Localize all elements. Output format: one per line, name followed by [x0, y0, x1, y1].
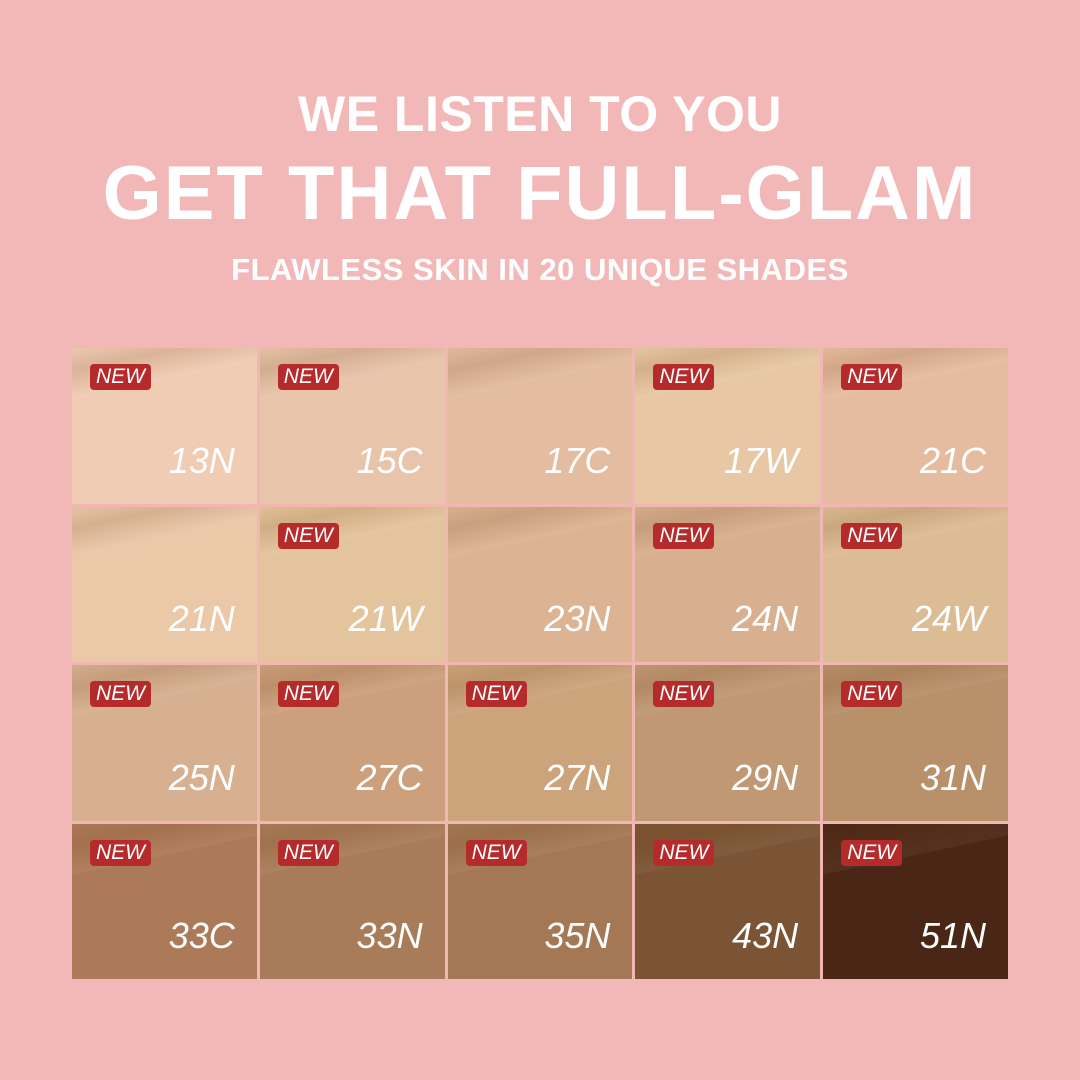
shade-grid: NEW 13N NEW 15C 17C NEW 17W NEW 21C 21N NEW 21W 23N N…: [72, 348, 1008, 979]
new-badge: NEW: [653, 364, 715, 390]
new-badge: NEW: [653, 522, 715, 549]
new-badge: NEW: [90, 364, 151, 390]
shade-swatch-23n: 23N: [447, 506, 633, 662]
shade-swatch-21c: NEW 21C: [823, 348, 1008, 504]
shade-swatch-24n: NEW 24N: [635, 506, 821, 662]
shade-swatch-27n: NEW 27N: [447, 665, 633, 821]
shade-code: 15C: [356, 439, 423, 481]
new-badge: NEW: [465, 839, 527, 866]
shade-code: 27N: [544, 756, 611, 798]
new-badge: NEW: [841, 522, 903, 549]
shade-code: 43N: [732, 915, 799, 956]
shade-code: 51N: [919, 915, 986, 956]
shade-code: 29N: [732, 756, 799, 798]
new-badge: NEW: [277, 522, 339, 549]
headline-line-2: GET THAT FULL-GLAM: [102, 151, 978, 236]
shade-code: 24W: [911, 598, 986, 639]
headline-line-3: FLAWLESS SKIN IN 20 UNIQUE SHADES: [231, 252, 849, 287]
shade-swatch-25n: NEW 25N: [72, 665, 257, 821]
shade-swatch-15c: NEW 15C: [259, 348, 445, 504]
shade-code: 17W: [724, 439, 799, 481]
shade-code: 13N: [168, 439, 235, 481]
shade-swatch-21n: 21N: [72, 506, 257, 662]
shade-code: 33N: [356, 915, 423, 956]
new-badge: NEW: [841, 364, 903, 390]
new-badge: NEW: [90, 681, 151, 707]
shade-code: 24N: [732, 598, 799, 639]
new-badge: NEW: [841, 839, 903, 866]
shade-swatch-31n: NEW 31N: [823, 665, 1008, 821]
shade-code: 21C: [919, 439, 986, 481]
new-badge: NEW: [841, 681, 903, 707]
shade-swatch-43n: NEW 43N: [635, 823, 821, 979]
new-badge: NEW: [465, 681, 527, 707]
shade-code: 31N: [919, 756, 986, 798]
shade-code: 35N: [544, 915, 611, 956]
shade-code: 23N: [544, 598, 611, 639]
shade-swatch-33c: NEW 33C: [72, 823, 257, 979]
new-badge: NEW: [277, 364, 339, 390]
new-badge: NEW: [277, 839, 339, 866]
new-badge: NEW: [653, 681, 715, 707]
shade-swatch-24w: NEW 24W: [823, 506, 1008, 662]
shade-swatch-35n: NEW 35N: [447, 823, 633, 979]
shade-swatch-13n: NEW 13N: [72, 348, 257, 504]
shade-swatch-33n: NEW 33N: [259, 823, 445, 979]
shade-code: 33C: [168, 915, 235, 956]
shade-swatch-29n: NEW 29N: [635, 665, 821, 821]
new-badge: NEW: [653, 839, 715, 866]
shade-swatch-51n: NEW 51N: [823, 823, 1008, 979]
new-badge: NEW: [90, 839, 151, 866]
shade-code: 17C: [544, 439, 611, 481]
shade-code: 27C: [356, 756, 423, 798]
headline-line-1: WE LISTEN TO YOU: [298, 86, 782, 142]
shade-swatch-21w: NEW 21W: [259, 506, 445, 662]
shade-swatch-17c: 17C: [447, 348, 633, 504]
new-badge: NEW: [277, 681, 339, 707]
shade-swatch-17w: NEW 17W: [635, 348, 821, 504]
shade-swatch-27c: NEW 27C: [259, 665, 445, 821]
shade-code: 25N: [168, 756, 235, 798]
shade-code: 21N: [168, 598, 235, 639]
shade-code: 21W: [348, 598, 423, 639]
